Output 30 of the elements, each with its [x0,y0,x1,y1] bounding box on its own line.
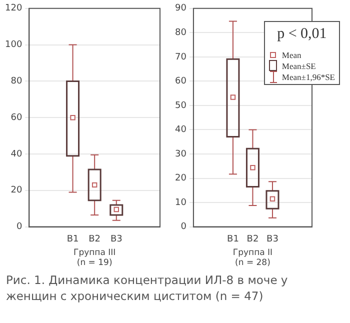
x-tick-label: B3 [110,234,122,245]
y-tick-label: 20 [10,186,22,196]
x-tick-label: B1 [66,234,79,245]
y-tick-label: 80 [175,28,187,38]
x-tick-label: B1 [227,234,239,245]
y-tick-label: 30 [175,149,187,160]
legend-title: p < 0,01 [276,26,328,44]
y-tick-label: 0 [180,222,187,232]
y-tick-label: 40 [10,149,22,160]
annotation: Mean [282,50,302,60]
y-tick-label: 100 [4,40,22,50]
x-axis-title: Группа III (n = 19) [74,248,116,268]
x-tick-label: B2 [88,234,101,245]
text: Рис. 1. Динамика концентрации ИЛ-8 в моче у женщин с хроническим циститом (n = 47) [6,272,289,304]
annotation: Mean±SE [282,60,316,71]
y-tick-label: 10 [175,198,187,208]
y-tick-label: 70 [175,52,187,62]
annotation: Mean±1,96*SE [282,72,335,82]
y-tick-label: 120 [4,4,22,14]
x-tick-label: B3 [266,234,278,245]
y-tick-label: 0 [16,222,22,232]
x-axis-title: Группа II (n = 28) [232,248,273,268]
y-tick-label: 90 [175,4,187,14]
y-tick-label: 80 [10,76,22,87]
y-tick-label: 20 [175,174,187,184]
x-tick-label: B2 [246,234,259,245]
y-tick-label: 40 [175,125,187,136]
y-tick-label: 50 [175,100,187,111]
y-tick-label: 60 [10,112,22,123]
y-tick-label: 60 [175,76,187,87]
